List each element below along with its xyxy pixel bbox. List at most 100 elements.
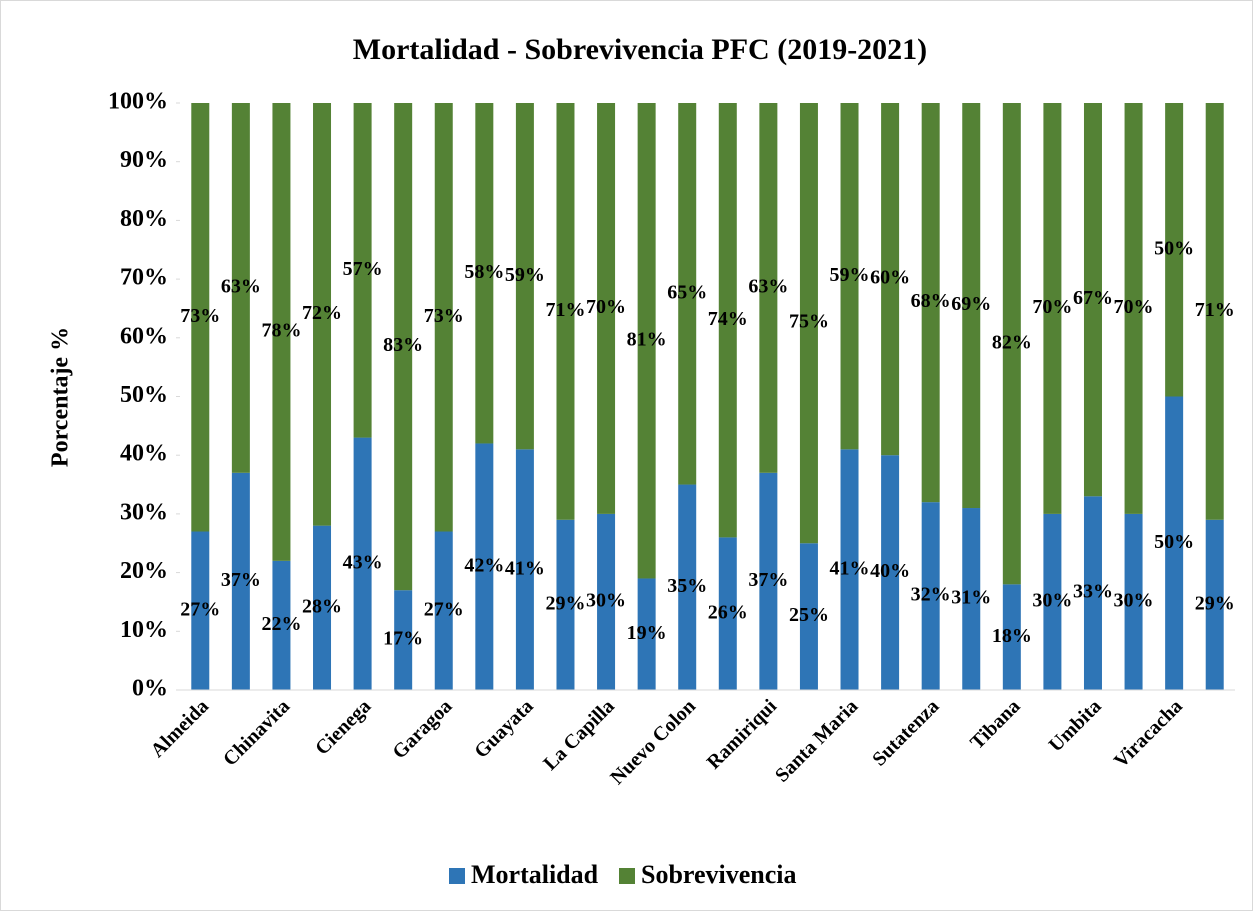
data-label: 50%	[1154, 237, 1194, 259]
data-label: 59%	[830, 264, 870, 286]
data-label: 57%	[343, 258, 383, 280]
bar-segment	[231, 103, 250, 473]
data-label: 59%	[505, 264, 545, 286]
data-label: 18%	[992, 625, 1032, 647]
bar-segment	[475, 443, 494, 690]
data-label: 68%	[911, 290, 951, 312]
data-label: 29%	[1195, 592, 1235, 614]
data-label: 17%	[383, 628, 423, 650]
bar-segment	[1002, 584, 1021, 690]
bar-segment	[840, 103, 859, 450]
data-label: 41%	[505, 557, 545, 579]
data-label: 58%	[464, 261, 504, 283]
bar-segment	[759, 103, 778, 473]
bar-segment	[840, 449, 859, 690]
y-tick-label: 70%	[120, 265, 168, 291]
bar-segment	[556, 519, 575, 690]
y-tick-label: 0%	[132, 676, 168, 702]
bar-segment	[799, 543, 818, 690]
bar-segment	[1043, 103, 1062, 514]
y-tick-label: 30%	[120, 499, 168, 525]
bar-segment	[759, 472, 778, 690]
bar-segment	[394, 103, 413, 591]
data-label: 30%	[1032, 590, 1072, 612]
data-label: 74%	[708, 308, 748, 330]
data-label: 63%	[748, 275, 788, 297]
bar-segment	[1002, 103, 1021, 585]
y-tick-label: 20%	[120, 558, 168, 584]
data-label: 41%	[830, 557, 870, 579]
bar-segment	[313, 525, 332, 690]
y-tick-label: 60%	[120, 323, 168, 349]
bar-segment	[1205, 103, 1224, 520]
y-axis-title: Porcentaje %	[48, 327, 74, 467]
bar-segment	[1205, 519, 1224, 690]
bar-segment	[231, 472, 250, 690]
data-label: 28%	[302, 595, 342, 617]
bar-segment	[962, 103, 981, 509]
y-tick-label: 10%	[120, 617, 168, 643]
bar-segment	[1124, 103, 1143, 514]
bar-segment	[353, 103, 372, 438]
data-label: 31%	[951, 587, 991, 609]
data-label: 81%	[627, 328, 667, 350]
bar-segment	[515, 103, 534, 450]
data-label: 83%	[383, 334, 423, 356]
data-label: 42%	[464, 554, 504, 576]
data-label: 82%	[992, 331, 1032, 353]
data-label: 19%	[627, 622, 667, 644]
y-tick-label: 50%	[120, 382, 168, 408]
data-label: 73%	[424, 305, 464, 327]
data-label: 32%	[911, 584, 951, 606]
bar-segment	[191, 103, 210, 532]
data-label: 29%	[545, 592, 585, 614]
data-label: 33%	[1073, 581, 1113, 603]
data-label: 72%	[302, 302, 342, 324]
bar-segment	[1165, 396, 1184, 690]
data-label: 37%	[221, 569, 261, 591]
bar-segment	[434, 531, 453, 690]
data-label: 43%	[343, 551, 383, 573]
bar-segment	[921, 103, 940, 503]
data-label: 70%	[1032, 296, 1072, 318]
data-label: 65%	[667, 281, 707, 303]
data-label: 70%	[586, 296, 626, 318]
y-tick-label: 40%	[120, 441, 168, 467]
bar-segment	[597, 513, 616, 690]
data-label: 50%	[1154, 531, 1194, 553]
bar-segment	[191, 531, 210, 690]
bar-segment	[1165, 103, 1184, 397]
data-label: 22%	[261, 613, 301, 635]
legend-swatch	[449, 868, 465, 884]
data-label: 37%	[748, 569, 788, 591]
data-label: 26%	[708, 601, 748, 623]
bar-segment	[272, 103, 291, 561]
bar-segment	[1043, 513, 1062, 690]
data-label: 69%	[951, 293, 991, 315]
y-tick-label: 100%	[108, 89, 168, 115]
bar-segment	[718, 103, 737, 538]
data-label: 71%	[1195, 299, 1235, 321]
data-label: 27%	[424, 598, 464, 620]
data-label: 35%	[667, 575, 707, 597]
data-label: 71%	[545, 299, 585, 321]
bar-segment	[1124, 513, 1143, 690]
bar-segment	[799, 103, 818, 544]
bar-segment	[475, 103, 494, 444]
data-label: 75%	[789, 311, 829, 333]
bar-segment	[434, 103, 453, 532]
data-label: 27%	[180, 598, 220, 620]
y-tick-label: 80%	[120, 206, 168, 232]
bar-segment	[313, 103, 332, 526]
bar-segment	[1083, 496, 1102, 690]
bar-segment	[881, 103, 900, 456]
bar-segment	[597, 103, 616, 514]
data-label: 40%	[870, 560, 910, 582]
data-label: 67%	[1073, 287, 1113, 309]
data-label: 25%	[789, 604, 829, 626]
bar-segment	[962, 508, 981, 690]
bar-segment	[1083, 103, 1102, 497]
legend-swatch	[619, 868, 635, 884]
legend-label: Mortalidad	[471, 860, 599, 889]
